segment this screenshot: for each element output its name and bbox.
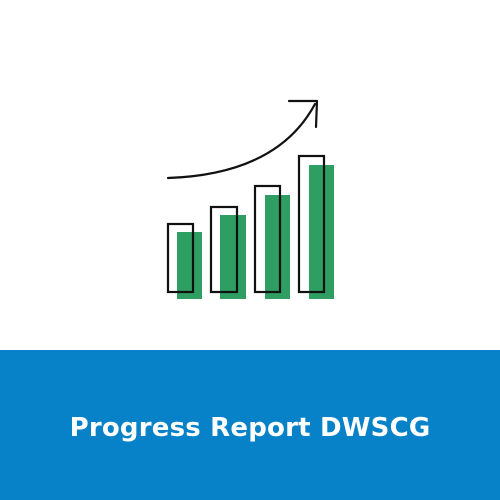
illustration-area — [166, 99, 334, 299]
growth-chart-icon — [166, 99, 334, 299]
page-title: Progress Report DWSCG — [69, 413, 431, 443]
trend-arrow-head-icon — [287, 99, 319, 129]
title-banner: Progress Report DWSCG — [0, 350, 500, 500]
outline-bar-4 — [297, 154, 326, 294]
green-bar-3 — [265, 195, 290, 299]
outline-bar-3 — [253, 184, 282, 294]
outline-bar-1 — [166, 222, 195, 294]
green-bar-1 — [177, 232, 202, 299]
green-bar-2 — [220, 215, 246, 299]
outline-bar-2 — [209, 205, 239, 294]
trend-arrow-curve — [166, 102, 317, 180]
green-bar-4 — [309, 165, 334, 299]
